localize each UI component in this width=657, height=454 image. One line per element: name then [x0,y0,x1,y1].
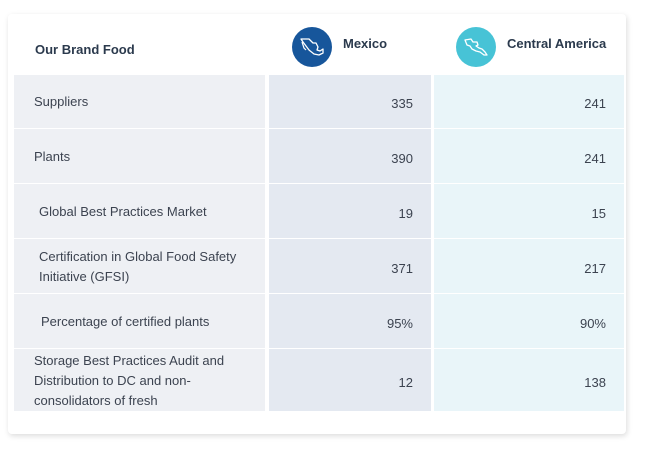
row-label: Storage Best Practices Audit and Distrib… [34,353,225,408]
central-america-value: 90% [579,316,606,331]
mexico-column-bg [269,75,431,411]
row-label: Certification in Global Food Safety Init… [39,249,237,284]
row-label: Percentage of certified plants [41,314,210,329]
central-america-map-icon [456,27,496,67]
central-america-value: 138 [584,375,606,390]
row-label: Plants [34,149,71,164]
mexico-value: 371 [391,261,413,276]
central-america-column-header: Central America [456,27,606,67]
row-divider [14,238,624,239]
mexico-column-header: Mexico [292,27,387,67]
row-divider [14,128,624,129]
mexico-column-title: Mexico [343,35,388,51]
mexico-value: 95% [386,316,413,331]
table-row: Global Best Practices Market 19 15 [14,185,624,239]
row-label: Global Best Practices Market [39,204,207,219]
row-divider [14,293,624,294]
central-america-column-bg [434,75,624,411]
table-row: Suppliers 335 241 [14,75,624,129]
label-column-bg [14,75,265,411]
table-row: Plants 390 241 [14,130,624,184]
mexico-value: 12 [398,375,413,390]
mexico-value: 19 [398,206,413,221]
row-divider [14,183,624,184]
central-america-value: 241 [584,151,606,166]
table-row: Storage Best Practices Audit and Distrib… [14,350,624,411]
central-america-column-title: Central America [507,35,607,51]
brand-column-header: Our Brand Food [35,42,135,57]
row-label: Suppliers [34,94,89,109]
central-america-value: 217 [584,261,606,276]
mexico-value: 390 [391,151,413,166]
mexico-value: 335 [391,96,413,111]
table-row: Percentage of certified plants 95% 90% [14,295,624,349]
row-divider [14,348,624,349]
central-america-value: 15 [591,206,606,221]
mexico-map-icon [292,27,332,67]
table-row: Certification in Global Food Safety Init… [14,240,624,294]
central-america-value: 241 [584,96,606,111]
